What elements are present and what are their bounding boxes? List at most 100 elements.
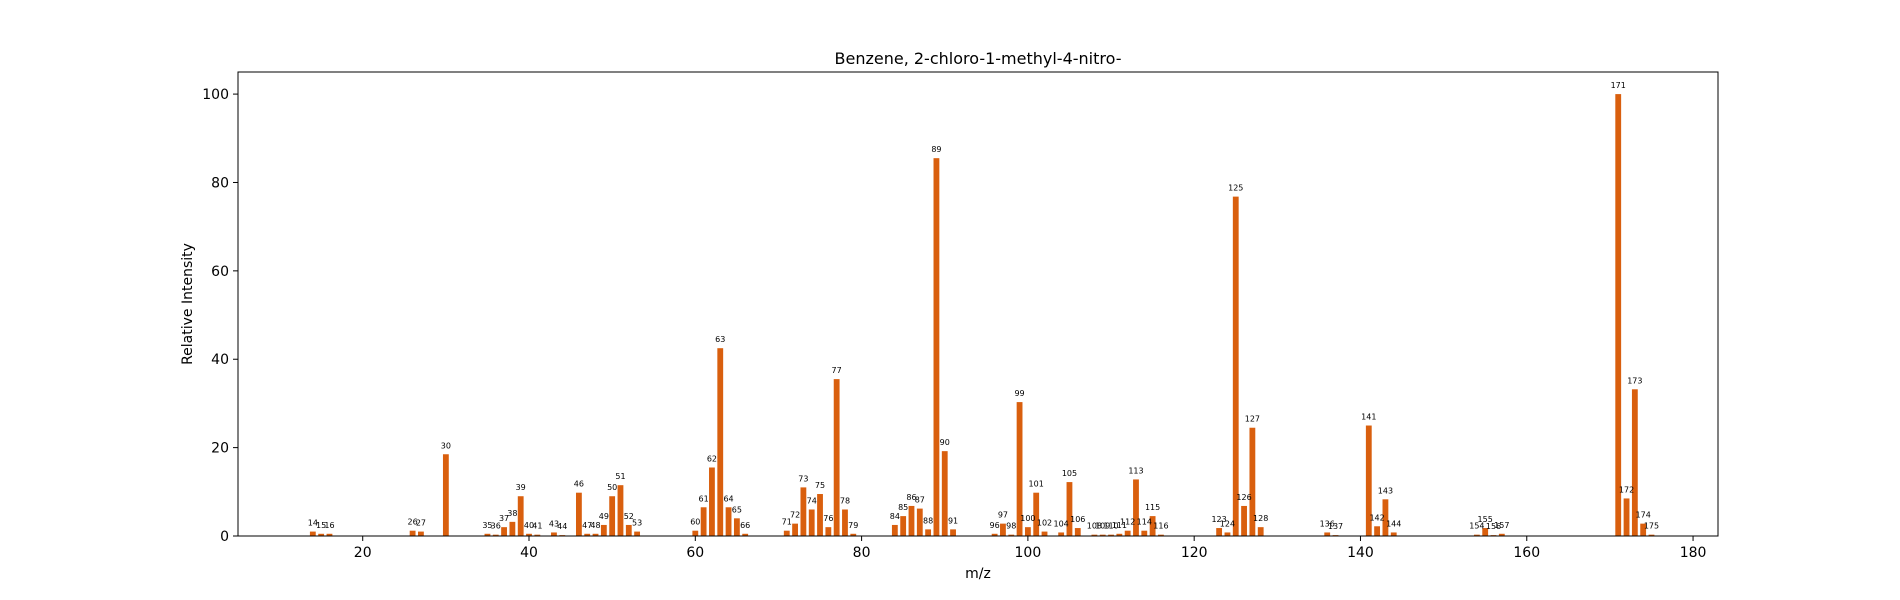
bar-label-mz-73: 73 bbox=[798, 474, 808, 483]
bar-label-mz-85: 85 bbox=[898, 503, 908, 512]
bar-label-mz-91: 91 bbox=[948, 516, 958, 525]
bar-mz-113 bbox=[1133, 479, 1139, 536]
bar-label-mz-49: 49 bbox=[599, 512, 609, 521]
bar-label-mz-155: 155 bbox=[1478, 515, 1493, 524]
bar-label-mz-50: 50 bbox=[607, 483, 617, 492]
bar-mz-36 bbox=[492, 534, 499, 536]
bar-mz-114 bbox=[1141, 530, 1148, 536]
bar-mz-15 bbox=[318, 533, 325, 536]
bar-mz-96 bbox=[991, 533, 998, 536]
bar-mz-155 bbox=[1482, 528, 1489, 536]
bar-mz-87 bbox=[916, 508, 923, 536]
bar-mz-48 bbox=[592, 533, 599, 536]
bar-mz-50 bbox=[609, 496, 616, 536]
bar-label-mz-141: 141 bbox=[1361, 413, 1376, 422]
bar-label-mz-143: 143 bbox=[1378, 486, 1393, 495]
bar-label-mz-137: 137 bbox=[1328, 522, 1343, 531]
bar-mz-171 bbox=[1615, 94, 1622, 536]
bar-label-mz-116: 116 bbox=[1153, 522, 1168, 531]
bar-label-mz-128: 128 bbox=[1253, 514, 1268, 523]
bar-mz-64 bbox=[725, 507, 732, 536]
bar-label-mz-108: 108 bbox=[1087, 522, 1102, 531]
bar-mz-100 bbox=[1024, 527, 1031, 536]
x-tick-label: 180 bbox=[1680, 545, 1707, 561]
bar-label-mz-106: 106 bbox=[1070, 515, 1085, 524]
bar-mz-173 bbox=[1631, 389, 1638, 536]
bar-mz-108 bbox=[1091, 534, 1098, 536]
bar-label-mz-173: 173 bbox=[1627, 376, 1642, 385]
x-tick-label: 60 bbox=[686, 545, 704, 561]
bar-mz-77 bbox=[833, 379, 840, 536]
bar-label-mz-44: 44 bbox=[557, 522, 567, 531]
bar-mz-157 bbox=[1498, 533, 1505, 536]
bar-label-mz-101: 101 bbox=[1029, 480, 1044, 489]
bar-label-mz-102: 102 bbox=[1037, 519, 1052, 528]
bar-label-mz-115: 115 bbox=[1145, 503, 1160, 512]
bar-mz-154 bbox=[1473, 534, 1480, 536]
y-tick-label: 20 bbox=[211, 441, 229, 457]
bar-label-mz-64: 64 bbox=[723, 494, 733, 503]
bar-mz-62 bbox=[709, 467, 715, 536]
bar-label-mz-98: 98 bbox=[1006, 522, 1016, 531]
bar-mz-73 bbox=[800, 487, 807, 536]
bar-mz-53 bbox=[634, 531, 641, 536]
bar-label-mz-171: 171 bbox=[1611, 81, 1626, 90]
bar-mz-43 bbox=[551, 532, 557, 536]
bar-mz-52 bbox=[625, 524, 632, 536]
bar-mz-72 bbox=[792, 523, 798, 536]
bar-label-mz-114: 114 bbox=[1137, 518, 1152, 527]
bar-mz-97 bbox=[1000, 523, 1006, 536]
bar-mz-38 bbox=[509, 521, 516, 536]
bar-mz-76 bbox=[825, 527, 832, 536]
bar-label-mz-60: 60 bbox=[690, 518, 700, 527]
bar-mz-106 bbox=[1074, 528, 1081, 536]
bar-mz-35 bbox=[484, 533, 491, 536]
bar-label-mz-157: 157 bbox=[1494, 521, 1509, 530]
bar-mz-142 bbox=[1374, 526, 1381, 536]
bar-mz-144 bbox=[1390, 532, 1397, 536]
bar-mz-74 bbox=[808, 509, 815, 536]
bar-label-mz-111: 111 bbox=[1112, 521, 1127, 530]
bar-label-mz-97: 97 bbox=[998, 511, 1008, 520]
bar-mz-78 bbox=[842, 509, 848, 536]
bar-mz-105 bbox=[1066, 482, 1073, 536]
bar-label-mz-84: 84 bbox=[890, 512, 900, 521]
x-tick-label: 140 bbox=[1347, 545, 1374, 561]
bar-mz-102 bbox=[1041, 531, 1048, 536]
bar-mz-75 bbox=[817, 494, 823, 536]
bar-label-mz-112: 112 bbox=[1120, 518, 1135, 527]
bar-label-mz-96: 96 bbox=[990, 521, 1000, 530]
bar-mz-125 bbox=[1232, 196, 1239, 536]
bar-mz-124 bbox=[1224, 532, 1231, 536]
bar-label-mz-144: 144 bbox=[1386, 519, 1401, 528]
y-tick-label: 0 bbox=[220, 529, 229, 545]
bar-mz-51 bbox=[617, 485, 624, 536]
bar-label-mz-172: 172 bbox=[1619, 485, 1634, 494]
bar-label-mz-16: 16 bbox=[324, 521, 334, 530]
bar-label-mz-66: 66 bbox=[740, 521, 750, 530]
bar-label-mz-90: 90 bbox=[940, 438, 950, 447]
bar-mz-89 bbox=[933, 158, 940, 537]
bar-mz-91 bbox=[950, 529, 956, 536]
bar-mz-88 bbox=[925, 529, 932, 536]
bar-label-mz-37: 37 bbox=[499, 514, 509, 523]
bar-mz-65 bbox=[733, 518, 740, 536]
bar-label-mz-62: 62 bbox=[707, 455, 717, 464]
bar-mz-60 bbox=[692, 530, 699, 536]
y-axis: 0 20 40 60 80 100 bbox=[202, 87, 238, 545]
bar-label-mz-76: 76 bbox=[823, 514, 833, 523]
bar-label-mz-71: 71 bbox=[782, 518, 792, 527]
bar-label-mz-30: 30 bbox=[441, 441, 451, 450]
bar-label-mz-26: 26 bbox=[408, 518, 418, 527]
bar-label-mz-126: 126 bbox=[1236, 493, 1251, 502]
bar-label-mz-154: 154 bbox=[1469, 522, 1484, 531]
bar-mz-136 bbox=[1324, 532, 1331, 536]
bar-mz-116 bbox=[1158, 534, 1164, 536]
bar-label-mz-38: 38 bbox=[507, 509, 517, 518]
bar-label-mz-142: 142 bbox=[1369, 513, 1384, 522]
bar-label-mz-46: 46 bbox=[574, 480, 584, 489]
bar-label-mz-174: 174 bbox=[1636, 511, 1651, 520]
bar-label-mz-35: 35 bbox=[482, 521, 492, 530]
bar-mz-123 bbox=[1216, 528, 1223, 536]
